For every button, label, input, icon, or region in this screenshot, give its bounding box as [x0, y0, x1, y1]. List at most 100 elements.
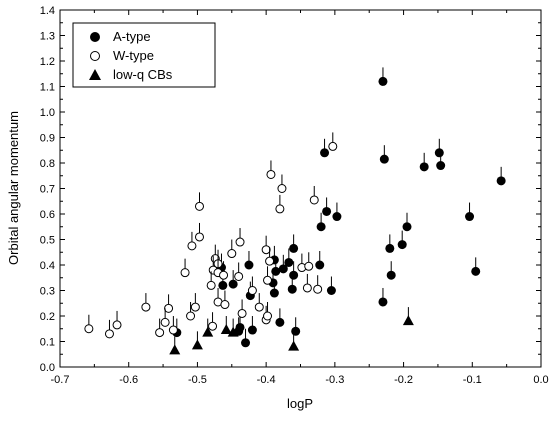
point-a-type	[378, 297, 388, 307]
point-w-type	[234, 271, 244, 281]
y-tick-label: 0.8	[40, 158, 55, 170]
point-a-type	[287, 284, 297, 294]
point-w-type	[304, 261, 314, 271]
point-w-type	[309, 195, 319, 205]
point-w-type	[141, 302, 151, 312]
point-a-type	[465, 212, 475, 222]
point-a-type	[496, 176, 506, 186]
point-w-type	[328, 141, 338, 151]
point-a-type	[332, 212, 342, 222]
point-a-type	[379, 154, 389, 164]
point-a-type	[315, 260, 325, 270]
point-w-type	[112, 320, 122, 330]
legend-marker-w-type	[90, 51, 100, 61]
point-w-type	[155, 328, 165, 338]
point-w-type	[190, 302, 200, 312]
y-tick-label: 1.3	[40, 31, 55, 43]
data-points	[84, 67, 506, 355]
point-w-type	[266, 169, 276, 179]
point-a-type	[275, 317, 285, 327]
point-a-type	[289, 243, 299, 253]
point-w-type	[220, 300, 230, 310]
point-w-type	[208, 321, 218, 331]
x-tick-label: -0.2	[394, 374, 413, 386]
point-w-type	[168, 325, 178, 335]
point-w-type	[313, 284, 323, 294]
point-a-type	[269, 288, 279, 298]
point-w-type	[227, 249, 237, 259]
point-a-type	[228, 279, 238, 289]
legend-marker-low-q-cbs	[89, 69, 101, 80]
point-w-type	[194, 201, 204, 211]
x-tick-label: -0.4	[257, 374, 276, 386]
series-low-q-cbs	[169, 307, 414, 355]
x-tick-label: -0.5	[188, 374, 207, 386]
y-tick-label: 0.5	[40, 235, 55, 247]
point-w-type	[302, 283, 312, 293]
y-tick-label: 1.4	[40, 5, 55, 17]
y-tick-label: 0.6	[40, 209, 55, 221]
point-a-type	[241, 338, 251, 348]
point-a-type	[378, 76, 388, 86]
point-a-type	[385, 243, 395, 253]
point-w-type	[160, 317, 170, 327]
point-w-type	[194, 232, 204, 242]
point-a-type	[247, 325, 257, 335]
x-tick-label: 0.0	[533, 374, 548, 386]
point-w-type	[219, 270, 229, 280]
point-w-type	[180, 268, 190, 278]
point-w-type	[263, 275, 273, 285]
point-low-q-cbs	[191, 339, 203, 350]
y-tick-label: 0.3	[40, 286, 55, 298]
x-tick-label: -0.6	[119, 374, 138, 386]
legend-marker-a-type	[90, 32, 100, 42]
y-tick-label: 0.4	[40, 260, 55, 272]
point-a-type	[436, 161, 446, 171]
point-a-type	[291, 326, 301, 336]
point-w-type	[247, 286, 257, 295]
y-tick-label: 1.2	[40, 56, 55, 68]
point-w-type	[275, 204, 285, 214]
y-tick-label: 0.9	[40, 133, 55, 145]
legend-label-a-type: A-type	[113, 29, 151, 44]
point-w-type	[84, 324, 94, 334]
point-w-type	[187, 241, 197, 251]
point-w-type	[164, 303, 174, 313]
y-tick-labels: 0.0 0.1 0.2 0.3 0.4 0.5 0.6 0.7 0.8 0.9 1.0 1.1 1.2 1…	[40, 5, 55, 374]
y-tick-label: 0.7	[40, 184, 55, 196]
point-a-type	[320, 148, 330, 158]
point-a-type	[218, 280, 228, 290]
x-tick-label: -0.3	[325, 374, 344, 386]
point-w-type	[186, 311, 196, 321]
axis-ticks	[59, 9, 542, 368]
point-a-type	[471, 266, 481, 276]
y-tick-label: 1.1	[40, 82, 55, 94]
point-w-type	[263, 311, 273, 321]
x-tick-label: -0.7	[51, 374, 70, 386]
point-a-type	[244, 260, 254, 270]
point-low-q-cbs	[220, 324, 232, 335]
point-a-type	[434, 148, 444, 158]
y-tick-label: 0.0	[40, 362, 55, 374]
x-tick-labels: -0.7 -0.6 -0.5 -0.4 -0.3 -0.2 -0.1 0.0	[51, 374, 549, 386]
point-a-type	[326, 286, 336, 295]
legend-label-w-type: W-type	[113, 48, 154, 63]
y-tick-label: 0.1	[40, 337, 55, 349]
point-a-type	[419, 162, 429, 172]
point-a-type	[316, 222, 326, 232]
point-low-q-cbs	[227, 326, 239, 337]
legend-label-low-q-cbs: low-q CBs	[113, 67, 173, 82]
y-axis-title: Orbital angular momentum	[6, 111, 21, 265]
point-a-type	[289, 270, 299, 280]
point-w-type	[206, 280, 216, 290]
point-w-type	[235, 237, 245, 247]
point-low-q-cbs	[202, 326, 214, 337]
point-a-type	[278, 264, 288, 274]
point-w-type	[277, 184, 287, 193]
y-tick-label: 1.0	[40, 107, 55, 119]
x-axis-title: logP	[287, 396, 313, 411]
point-a-type	[284, 257, 294, 267]
point-a-type	[402, 222, 412, 232]
point-a-type	[386, 270, 396, 280]
